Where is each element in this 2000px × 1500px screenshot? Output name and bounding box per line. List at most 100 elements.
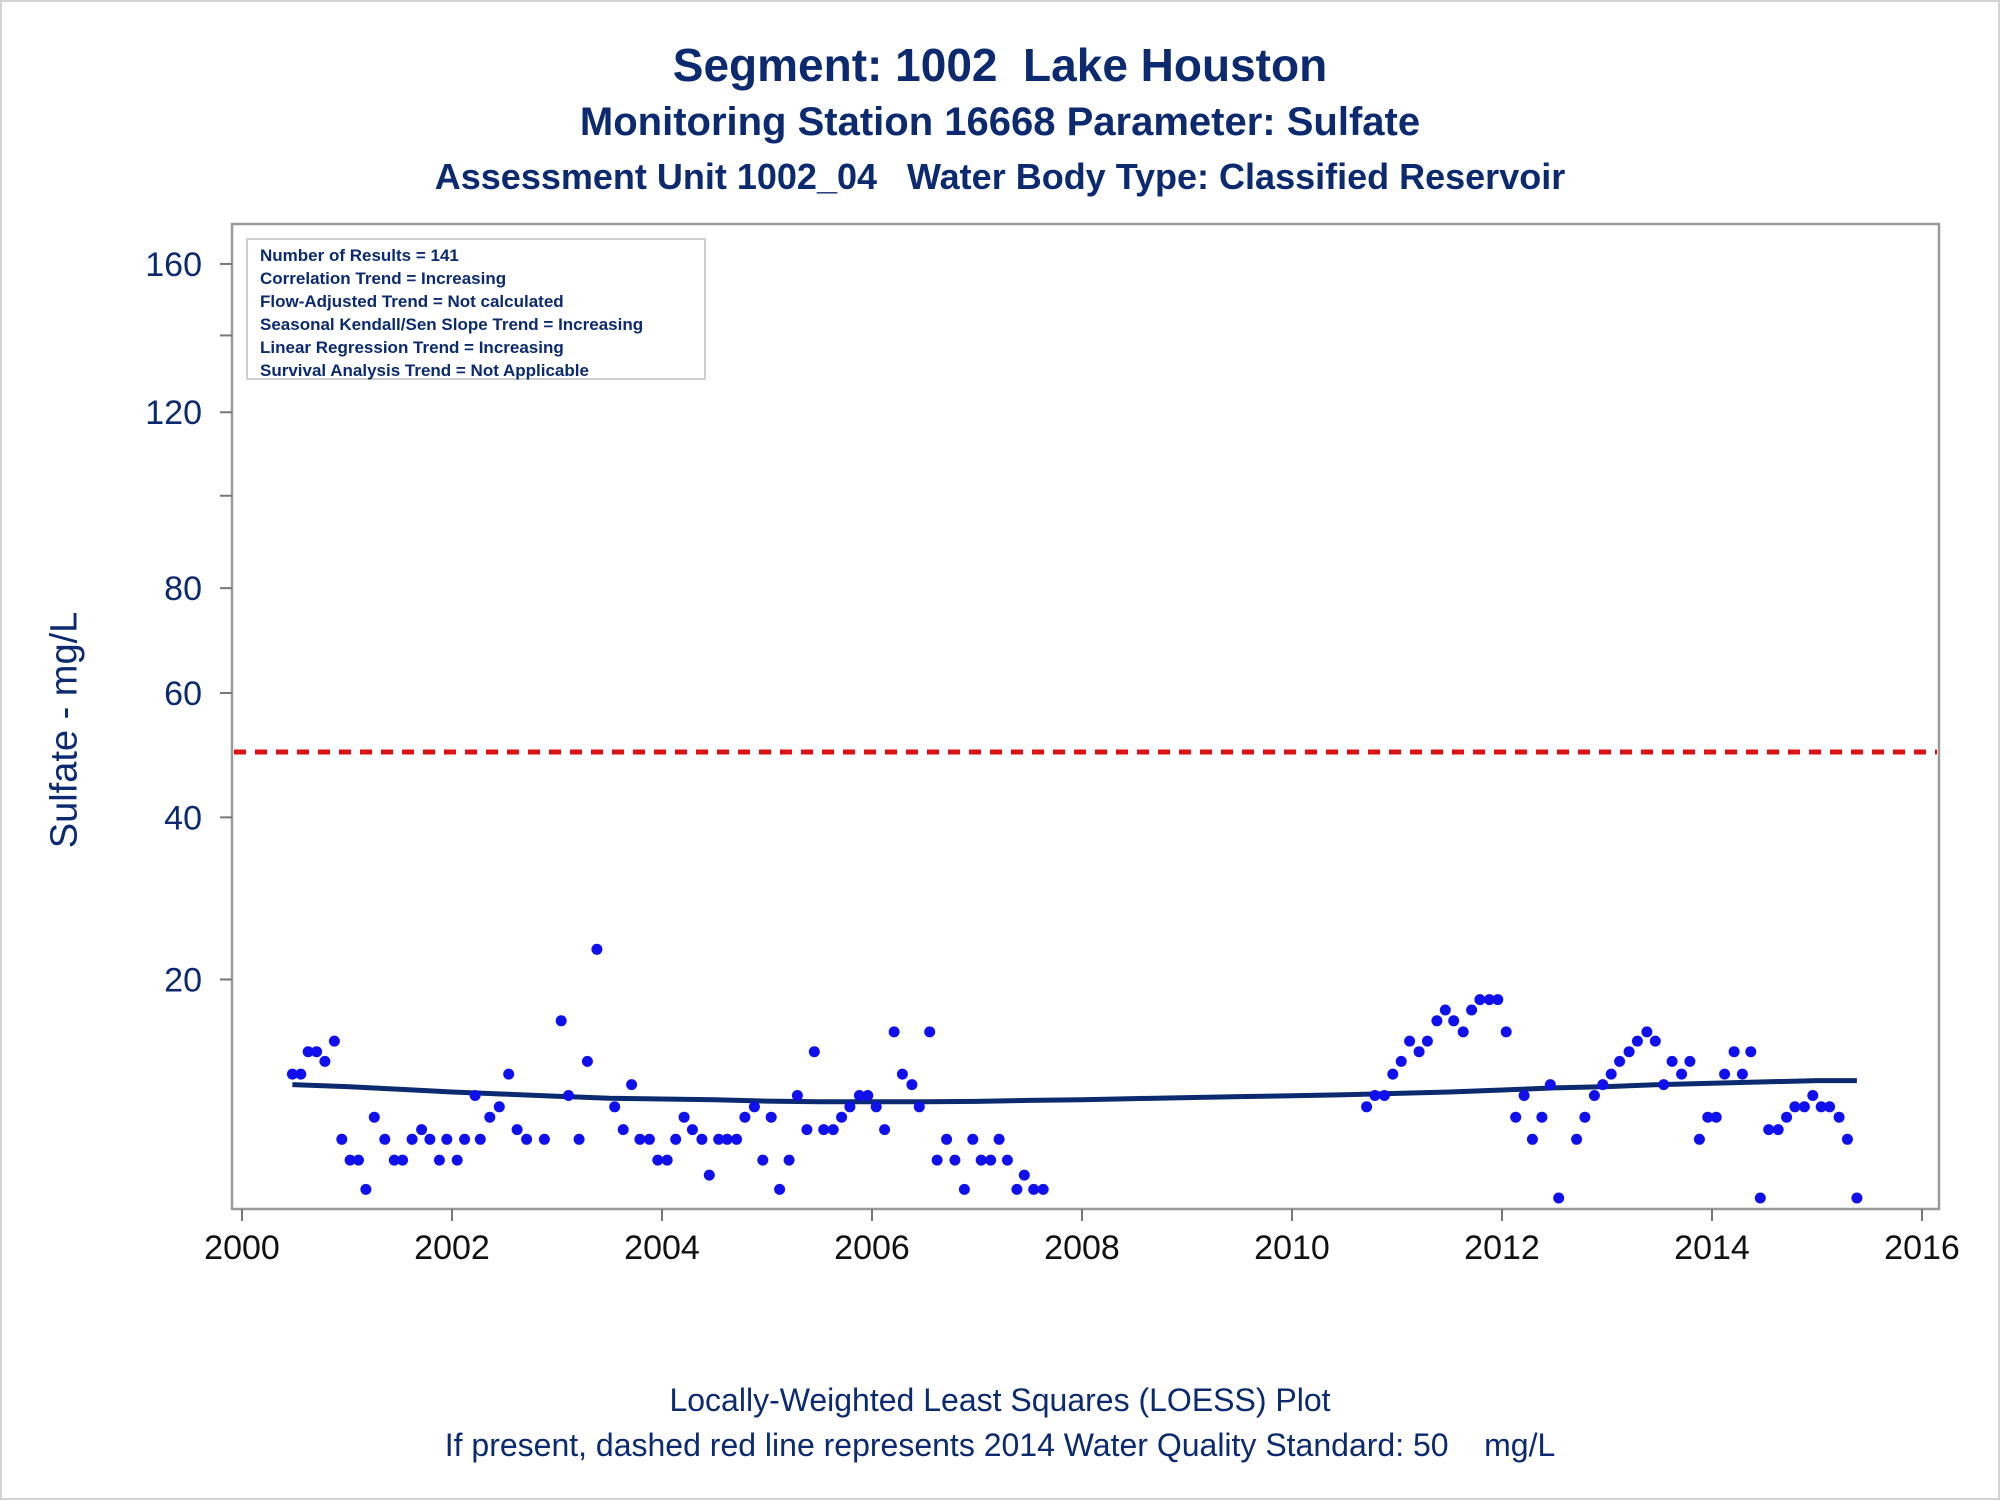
chart-title: Segment: 1002 Lake Houston xyxy=(672,39,1328,91)
data-point xyxy=(1710,1111,1722,1123)
data-point xyxy=(328,1035,340,1047)
y-axis-label: Sulfate - mg/L xyxy=(43,611,86,849)
data-point xyxy=(493,1101,505,1113)
data-point xyxy=(1736,1068,1748,1080)
data-point xyxy=(451,1154,463,1166)
data-point xyxy=(469,1090,481,1101)
data-point xyxy=(949,1154,961,1166)
data-point xyxy=(1395,1055,1407,1067)
data-point xyxy=(1693,1133,1705,1145)
points-layer xyxy=(286,275,1863,1204)
data-point xyxy=(739,1111,751,1123)
data-point xyxy=(368,1111,380,1123)
data-point xyxy=(888,1026,900,1038)
x-tick-label: 2000 xyxy=(204,1229,280,1267)
y-tick-label: 20 xyxy=(164,961,202,999)
data-point xyxy=(765,1111,777,1123)
data-point xyxy=(379,1133,391,1145)
data-point xyxy=(591,943,603,955)
x-tick-label: 2014 xyxy=(1674,1229,1750,1267)
data-point xyxy=(827,1124,839,1136)
data-point xyxy=(521,1133,533,1145)
data-point xyxy=(1728,1046,1740,1058)
data-point xyxy=(433,1154,445,1166)
y-tick-label: 120 xyxy=(145,394,202,432)
data-point xyxy=(643,1133,655,1145)
data-point xyxy=(555,1015,567,1027)
data-point xyxy=(1676,1068,1688,1080)
x-tick-label: 2010 xyxy=(1254,1229,1330,1267)
data-point xyxy=(1526,1133,1538,1145)
data-point xyxy=(1807,1090,1819,1101)
data-point xyxy=(424,1133,436,1145)
data-point xyxy=(1536,1111,1548,1123)
data-point xyxy=(1018,1169,1030,1181)
plot-frame xyxy=(230,222,1941,1211)
data-point xyxy=(416,1124,428,1136)
y-tick-label: 160 xyxy=(145,246,202,284)
data-point xyxy=(1833,1111,1845,1123)
data-point xyxy=(1597,1079,1609,1091)
data-point xyxy=(967,1133,979,1145)
data-point xyxy=(484,1111,496,1123)
data-point xyxy=(609,1101,621,1113)
data-point xyxy=(862,1090,874,1101)
stat-linear-regression-trend: Linear Regression Trend = Increasing xyxy=(260,338,564,357)
data-point xyxy=(1579,1111,1591,1123)
data-point xyxy=(511,1124,523,1136)
data-point xyxy=(1789,1101,1801,1113)
data-point xyxy=(1745,1046,1757,1058)
y-tick-label: 60 xyxy=(164,675,202,713)
data-point xyxy=(1641,1026,1653,1038)
data-point xyxy=(696,1133,708,1145)
data-point xyxy=(353,1154,364,1166)
data-point xyxy=(1492,994,1504,1006)
data-point xyxy=(1605,1068,1617,1080)
x-tick-label: 2016 xyxy=(1884,1229,1960,1267)
y-axis-label-wrap: Sulfate - mg/L xyxy=(40,580,90,880)
data-point xyxy=(1028,1183,1040,1195)
data-point xyxy=(573,1133,585,1145)
data-point xyxy=(941,1133,953,1145)
footnote-loess: Locally-Weighted Least Squares (LOESS) P… xyxy=(669,1382,1331,1418)
data-point xyxy=(1421,1035,1433,1047)
data-point xyxy=(1439,1004,1451,1016)
data-point xyxy=(1001,1154,1013,1166)
data-point xyxy=(1798,1101,1810,1113)
data-point xyxy=(1466,1004,1478,1016)
data-point xyxy=(311,1046,323,1058)
data-point xyxy=(870,1101,882,1113)
data-point xyxy=(1448,1015,1460,1027)
data-point xyxy=(1781,1111,1793,1123)
data-point xyxy=(1614,1055,1626,1067)
data-point xyxy=(1684,1055,1696,1067)
data-point xyxy=(1369,1090,1381,1101)
chart-subtitle: Monitoring Station 16668 Parameter: Sulf… xyxy=(579,100,1421,144)
data-point xyxy=(295,1068,307,1080)
data-point xyxy=(1404,1035,1416,1047)
data-point xyxy=(1413,1046,1425,1058)
data-point xyxy=(441,1133,453,1145)
y-tick-label: 40 xyxy=(164,799,202,837)
data-point xyxy=(661,1154,673,1166)
data-point xyxy=(626,1079,638,1091)
data-point xyxy=(678,1111,690,1123)
chart-subtitle-2: Assessment Unit 1002_04 Water Body Type:… xyxy=(434,156,1566,197)
data-point xyxy=(853,1090,865,1101)
x-tick-label: 2004 xyxy=(624,1229,700,1267)
data-point xyxy=(1851,1192,1863,1204)
data-point xyxy=(906,1079,918,1091)
stat-survival-analysis-trend: Survival Analysis Trend = Not Applicable xyxy=(260,361,589,380)
data-point xyxy=(818,1124,830,1136)
data-point xyxy=(975,1154,987,1166)
data-point xyxy=(1037,1183,1049,1195)
data-point xyxy=(1387,1068,1399,1080)
data-point xyxy=(721,1133,733,1145)
data-point xyxy=(783,1154,795,1166)
stat-correlation-trend: Correlation Trend = Increasing xyxy=(260,269,507,288)
data-point xyxy=(388,1154,400,1166)
data-point xyxy=(406,1133,418,1145)
data-point xyxy=(748,1101,760,1113)
data-point xyxy=(1378,1090,1390,1101)
data-point xyxy=(563,1090,574,1101)
